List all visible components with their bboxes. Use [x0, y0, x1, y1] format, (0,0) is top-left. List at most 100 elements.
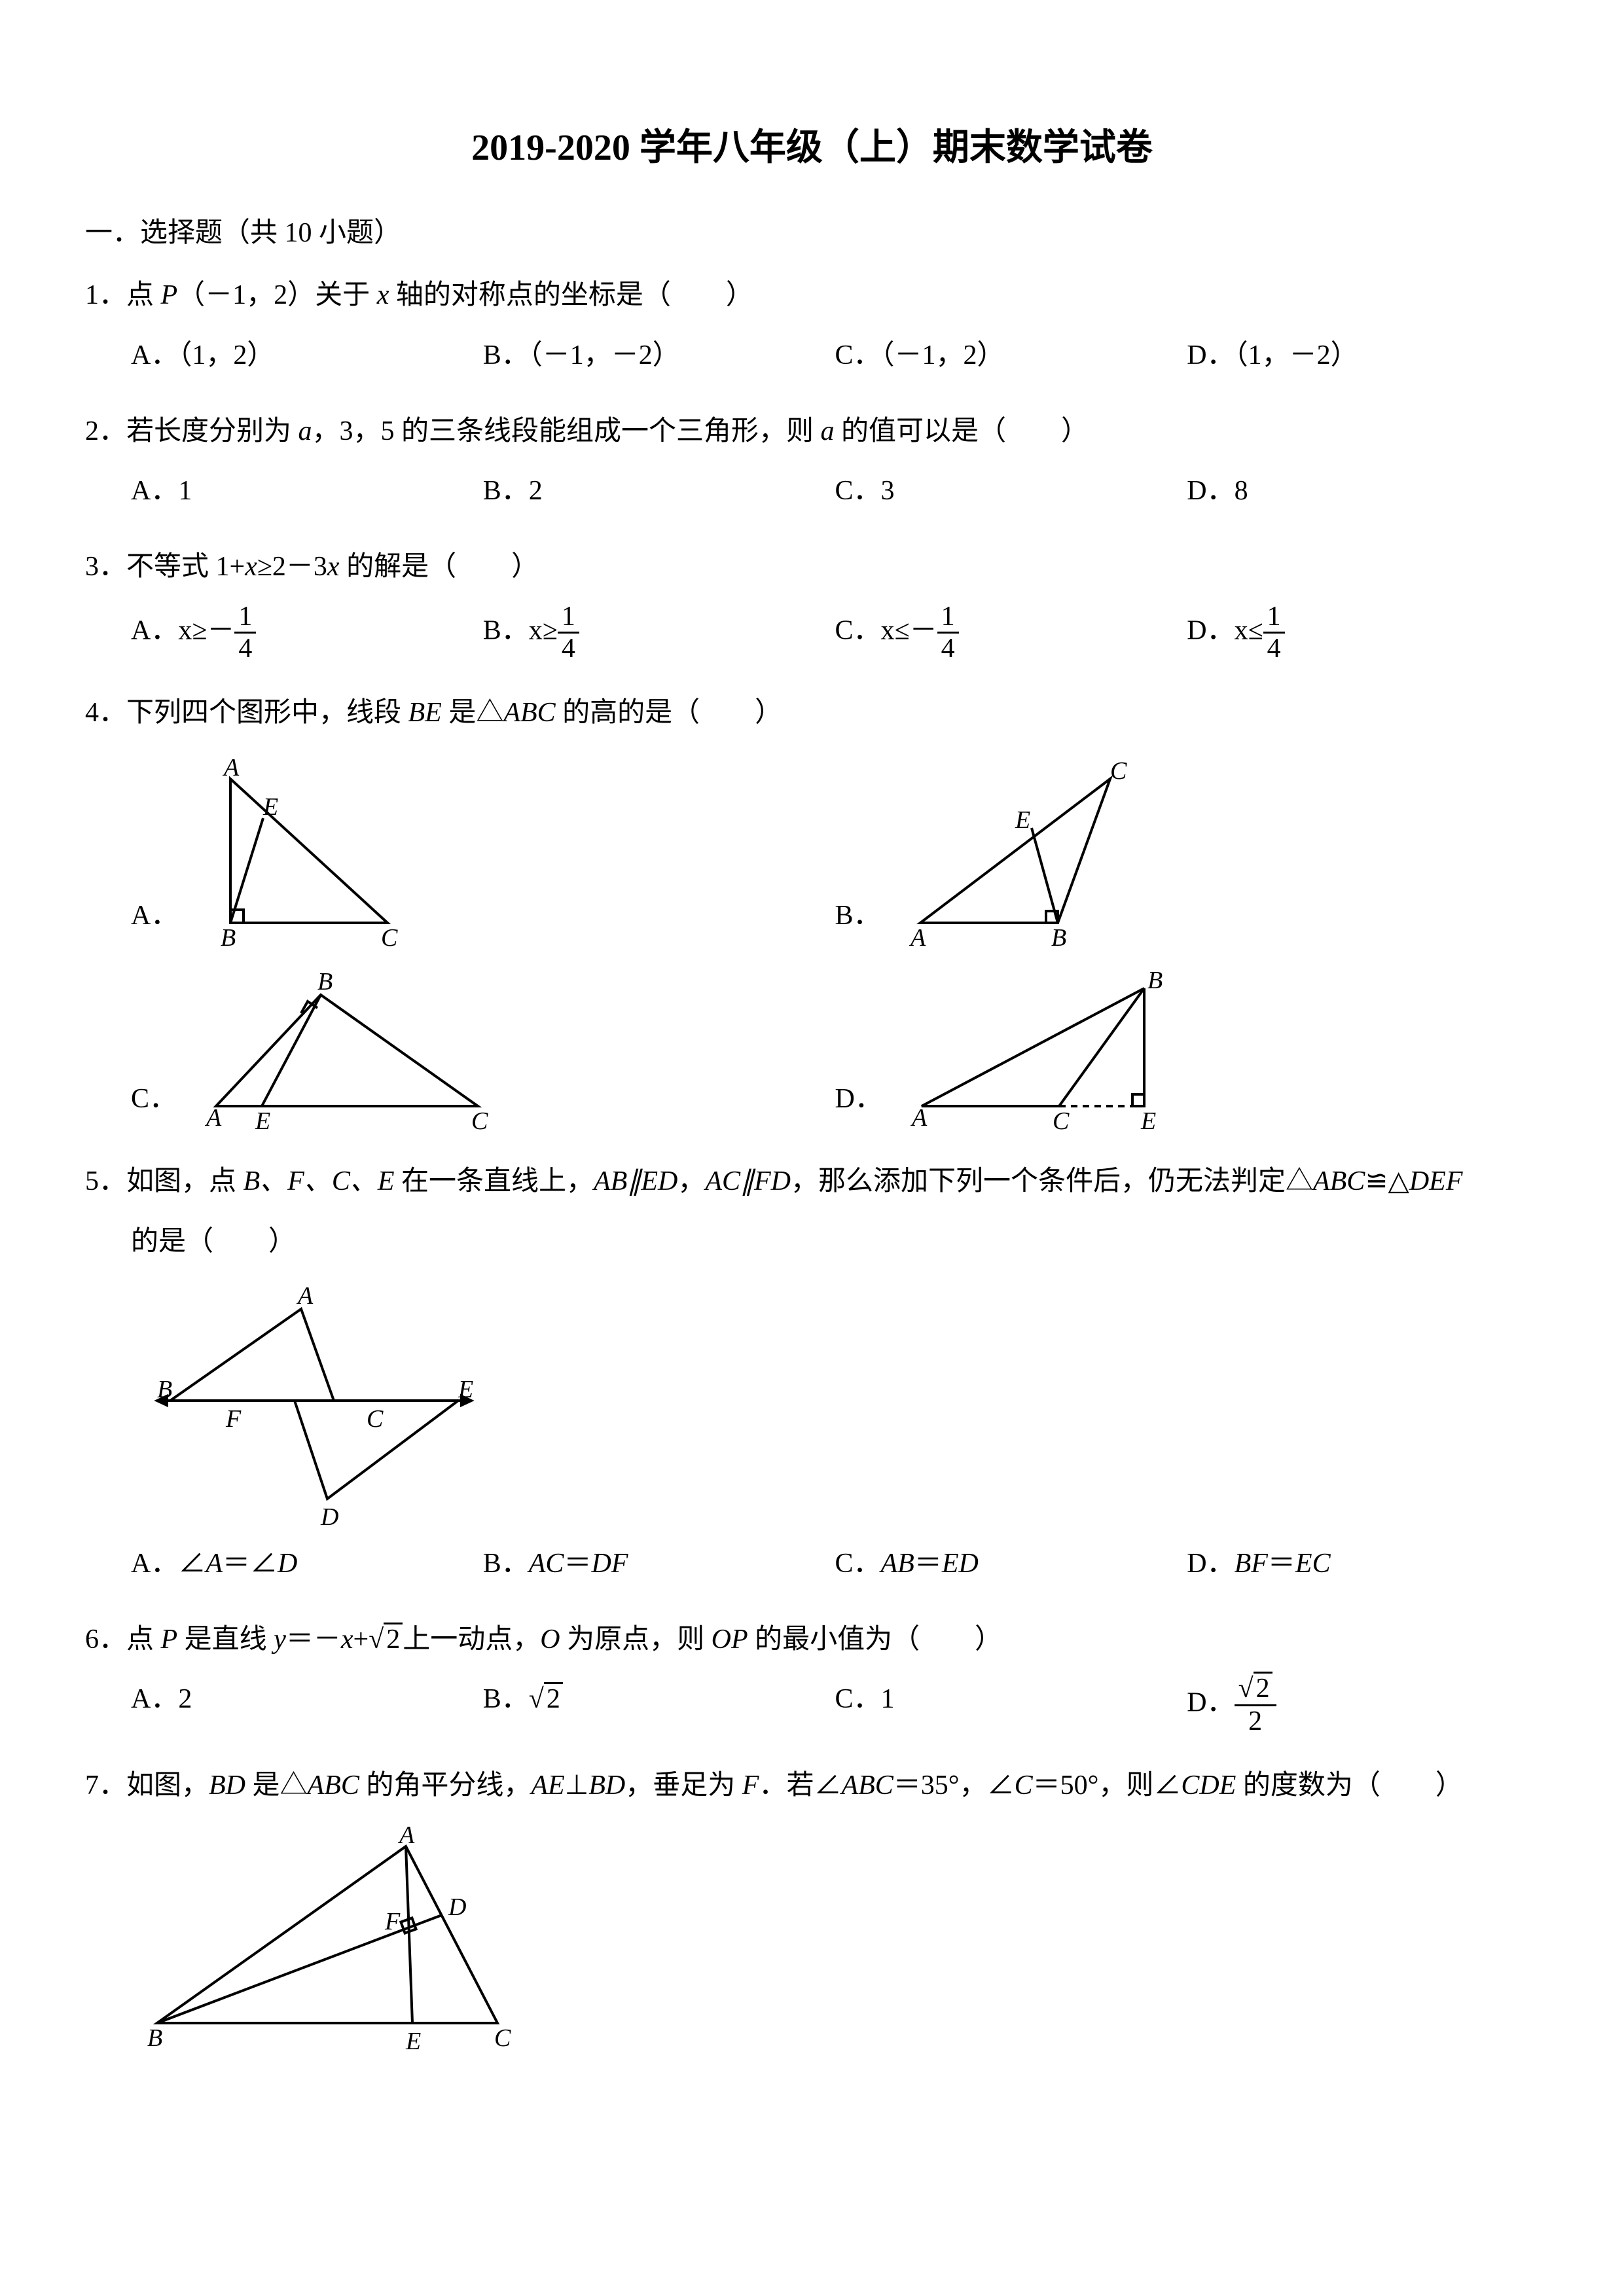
q2-optC: C．3	[835, 465, 1187, 518]
q4-mid: 是△	[442, 698, 504, 728]
q4A-E: E	[262, 793, 278, 821]
q4-figC: C． A E C B	[131, 962, 835, 1132]
q6D-num: 2	[1235, 1674, 1276, 1706]
q5A-pre: A．∠	[131, 1549, 206, 1579]
q6-m2: 上一动点，	[403, 1624, 540, 1655]
q3-text: 3．不等式 1+x≥2－3x 的解是（ ）	[85, 541, 1539, 594]
q3C-expr: x≤－	[881, 615, 937, 645]
q3D-frac: 14	[1263, 601, 1285, 664]
q3A-frac: 14	[234, 601, 256, 664]
q5D-eq: ＝	[1268, 1549, 1295, 1579]
q7-fig: A B C D E F	[85, 1820, 1539, 2056]
q3A-num: 1	[234, 601, 256, 634]
q2-var-a: a	[298, 416, 312, 446]
q6-options: A．2 B．2 C．1 D．22	[85, 1674, 1539, 1736]
q5f-D: D	[320, 1503, 338, 1531]
q3B-frac: 14	[558, 601, 579, 664]
q5A-D: D	[278, 1549, 297, 1579]
q3-optB: B．x≥14	[483, 601, 835, 664]
q5A-eq: ＝∠	[223, 1549, 278, 1579]
q4C-B: B	[317, 968, 333, 996]
q6D-pre: D．	[1187, 1688, 1234, 1718]
q4C-A: A	[204, 1104, 222, 1132]
q7-m6: ＝50°，则∠	[1033, 1770, 1182, 1801]
q7f-E: E	[405, 2028, 421, 2055]
q3A-den: 4	[234, 634, 256, 664]
question-7: 7．如图，BD 是△ABC 的角平分线，AE⊥BD，垂足为 F．若∠ABC＝35…	[85, 1760, 1539, 2056]
question-4: 4．下列四个图形中，线段 BE 是△ABC 的高的是（ ） A． A E B C…	[85, 687, 1539, 1132]
q7-post: 的度数为（ ）	[1236, 1770, 1463, 1801]
q6D-sqrt: 2	[1238, 1674, 1272, 1704]
q7f-C: C	[494, 2024, 511, 2052]
q5-optA: A．∠A＝∠D	[131, 1538, 483, 1590]
q5-l1-acfd: AC∥FD	[705, 1166, 791, 1196]
q4C-C: C	[471, 1107, 488, 1132]
q1-optD: D．（1，－2）	[1187, 330, 1539, 382]
q3D-pre: D．	[1187, 615, 1234, 645]
q6-optB: B．2	[483, 1674, 835, 1736]
q7-f: F	[742, 1770, 759, 1801]
q4-figA: A． A E B C	[131, 753, 835, 949]
q7-ae: AE	[531, 1770, 564, 1801]
q3C-num: 1	[937, 601, 959, 634]
q3-optD: D．x≤14	[1187, 601, 1539, 664]
q3B-expr: x≥	[529, 615, 558, 645]
q4A-C: C	[381, 924, 398, 949]
q5B-pre: B．	[483, 1549, 529, 1579]
q5f-F: F	[225, 1405, 242, 1433]
q5D-pre: D．	[1187, 1549, 1234, 1579]
q4B-A: A	[909, 924, 926, 949]
q7-m2: 的角平分线，	[359, 1770, 532, 1801]
q1-optC: C．（－1，2）	[835, 330, 1187, 382]
q7-svg: A B C D E F	[131, 1820, 537, 2056]
q5-optB: B．AC＝DF	[483, 1538, 835, 1590]
q5-l1-abc: ABC	[1313, 1166, 1365, 1196]
q5-l1-bfce: B、F、C、E	[244, 1166, 395, 1196]
q6-var-y: y	[274, 1624, 286, 1655]
q3D-den: 4	[1263, 634, 1285, 664]
q6-var-x: x	[341, 1624, 353, 1655]
q7-abc2: ABC	[841, 1770, 893, 1801]
q7-m3: ，垂足为	[625, 1770, 742, 1801]
q5-optC: C．AB＝ED	[835, 1538, 1187, 1590]
q5-line2: 的是（ ）	[85, 1216, 1539, 1268]
q3-options: A．x≥－14 B．x≥14 C．x≤－14 D．x≤14	[85, 601, 1539, 664]
q4-figB: B． A B C E	[835, 753, 1540, 949]
q6-pre: 6．点	[85, 1624, 161, 1655]
q4-svgB: A B C E	[894, 753, 1130, 949]
q7f-F: F	[384, 1908, 401, 1935]
q4B-C: C	[1110, 757, 1127, 785]
q6-var-o: O	[540, 1624, 560, 1655]
q7f-B: B	[147, 2024, 162, 2052]
q3A-pre: A．	[131, 615, 178, 645]
q3C-pre: C．	[835, 615, 881, 645]
q3-pre: 3．不等式 1+	[85, 552, 245, 582]
q3D-expr: x≤	[1235, 615, 1263, 645]
q7-perp: ⊥	[565, 1770, 589, 1801]
q7-pre: 7．如图，	[85, 1770, 209, 1801]
q2-mid: ，3，5 的三条线段能组成一个三角形，则	[312, 416, 821, 446]
q7-bd: BD	[209, 1770, 245, 1801]
question-5: 5．如图，点 B、F、C、E 在一条直线上，AB∥ED，AC∥FD，那么添加下列…	[85, 1156, 1539, 1590]
q3-mid: ≥2－3	[257, 552, 327, 582]
q5-l1-m1: 在一条直线上，	[395, 1166, 594, 1196]
q3B-num: 1	[558, 601, 579, 634]
q5-l1-m2: ，	[677, 1166, 705, 1196]
q6-sqrt-rad: 2	[384, 1623, 403, 1655]
q6-m1: 是直线	[177, 1624, 274, 1655]
q4-labC: C．	[131, 1073, 177, 1132]
q5-fig: A B F C E D	[85, 1276, 1539, 1538]
q5-l1-post: ，那么添加下列一个条件后，仍无法判定△	[791, 1166, 1313, 1196]
q5-optD: D．BF＝EC	[1187, 1538, 1539, 1590]
q3B-den: 4	[558, 634, 579, 664]
q6B-pre: B．	[483, 1684, 529, 1714]
q7-c: C	[1015, 1770, 1033, 1801]
q4-labA: A．	[131, 890, 178, 949]
q2-text: 2．若长度分别为 a，3，5 的三条线段能组成一个三角形，则 a 的值可以是（ …	[85, 406, 1539, 458]
q5D-BF: BF	[1235, 1549, 1268, 1579]
q6D-frac: 22	[1235, 1674, 1276, 1736]
q5B-eq: ＝	[564, 1549, 591, 1579]
exam-title: 2019-2020 学年八年级（上）期末数学试卷	[85, 118, 1539, 171]
q5-l1-pre: 5．如图，点	[85, 1166, 244, 1196]
q2-var-a2: a	[821, 416, 835, 446]
